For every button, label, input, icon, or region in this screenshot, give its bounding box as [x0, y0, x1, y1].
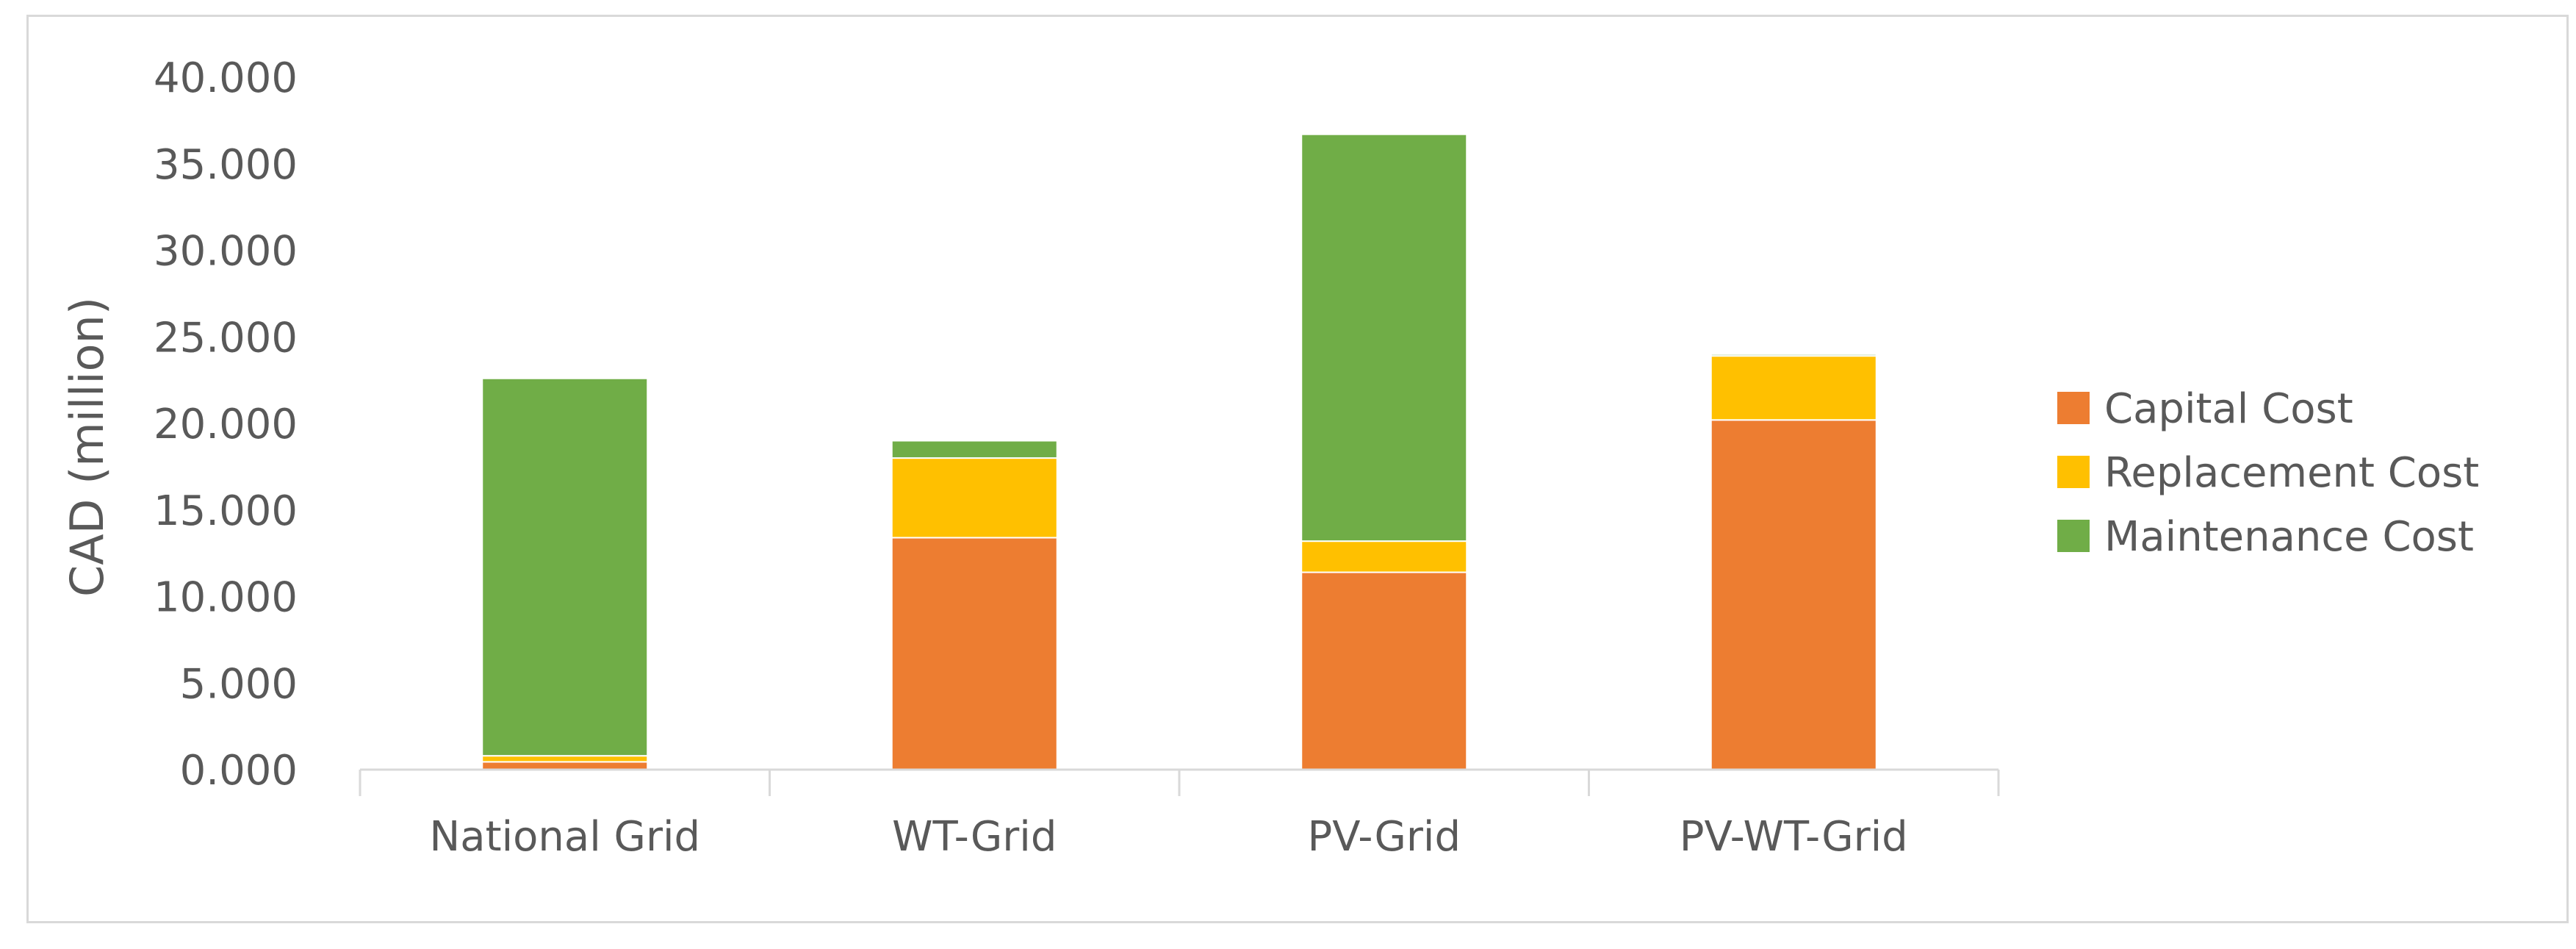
- legend-swatch-capital-cost: [2057, 392, 2090, 424]
- legend-label-capital-cost: Capital Cost: [2104, 385, 2353, 433]
- legend: Capital Cost Replacement Cost Maintenance …: [2057, 385, 2479, 561]
- y-tick-label: 15.000: [154, 487, 298, 535]
- chart-frame: [26, 15, 2569, 923]
- x-tick-label: PV-WT-Grid: [1680, 813, 1908, 861]
- bar-maintenance-cost-wt-grid: [891, 440, 1058, 459]
- x-tick-label: WT-Grid: [892, 813, 1057, 861]
- y-tick-label: 5.000: [180, 660, 298, 708]
- legend-label-replacement-cost: Replacement Cost: [2104, 449, 2479, 497]
- bar-replacement-cost-pv-wt-grid: [1710, 355, 1877, 421]
- x-axis: [359, 768, 2000, 796]
- bar-maintenance-cost-pv-grid: [1300, 133, 1468, 542]
- bar-replacement-cost-wt-grid: [891, 457, 1058, 539]
- bar-maintenance-cost-national-grid: [481, 377, 649, 757]
- bar-capital-cost-pv-grid: [1300, 571, 1468, 771]
- bar-maintenance-cost-pv-wt-grid: [1710, 353, 1877, 357]
- bar-capital-cost-pv-wt-grid: [1710, 419, 1877, 770]
- bar-capital-cost-national-grid: [481, 761, 649, 770]
- legend-swatch-replacement-cost: [2057, 456, 2090, 488]
- y-tick-label: 35.000: [154, 141, 298, 189]
- legend-swatch-maintenance-cost: [2057, 520, 2090, 552]
- legend-label-maintenance-cost: Maintenance Cost: [2104, 513, 2474, 561]
- y-tick-label: 0.000: [180, 747, 298, 795]
- bars-layer: [481, 133, 1877, 771]
- y-tick-label: 10.000: [154, 574, 298, 622]
- y-tick-label: 30.000: [154, 228, 298, 276]
- x-tick-label: National Grid: [429, 813, 700, 861]
- bar-replacement-cost-national-grid: [481, 755, 649, 763]
- x-tick-label: PV-Grid: [1307, 813, 1461, 861]
- y-axis-title: CAD (million): [60, 297, 114, 597]
- y-tick-label: 20.000: [154, 401, 298, 448]
- y-tick-label: 40.000: [154, 54, 298, 102]
- x-axis-tick-labels: National Grid WT-Grid PV-Grid PV-WT-Grid: [429, 813, 1907, 861]
- bar-capital-cost-wt-grid: [891, 537, 1058, 770]
- y-axis-tick-labels: 0.000 5.000 10.000 15.000 20.000 25.000 30.000…: [154, 54, 298, 795]
- y-tick-label: 25.000: [154, 314, 298, 362]
- bar-replacement-cost-pv-grid: [1300, 540, 1468, 573]
